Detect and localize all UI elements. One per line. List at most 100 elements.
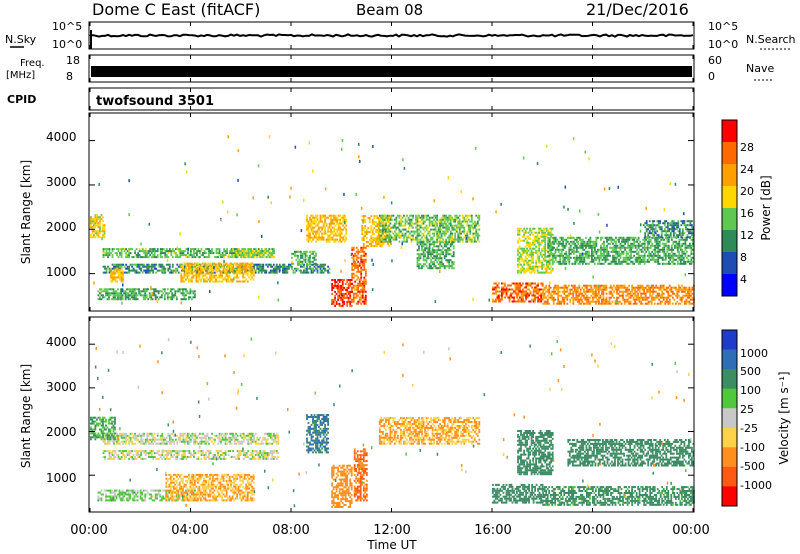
heatmap-cell bbox=[583, 296, 585, 299]
heatmap-cell bbox=[641, 298, 644, 301]
heatmap-cell bbox=[600, 236, 602, 239]
heatmap-cell bbox=[207, 278, 210, 281]
heatmap-cell bbox=[90, 224, 92, 227]
heatmap-cell bbox=[120, 265, 123, 268]
heatmap-cell bbox=[595, 286, 597, 289]
heatmap-cell bbox=[425, 238, 428, 241]
heatmap-cell bbox=[215, 266, 217, 269]
heatmap-cell bbox=[573, 288, 576, 291]
heatmap-cell bbox=[360, 282, 363, 285]
heatmap-cell bbox=[451, 267, 454, 270]
heatmap-cell bbox=[542, 229, 545, 232]
heatmap-cell bbox=[554, 290, 557, 293]
heatmap-cell bbox=[640, 296, 642, 299]
heatmap-cell bbox=[334, 240, 337, 243]
heatmap-cell bbox=[647, 288, 650, 291]
heatmap-cell bbox=[400, 224, 402, 227]
heatmap-cell bbox=[634, 236, 637, 239]
heatmap-cell bbox=[144, 250, 147, 253]
heatmap-cell bbox=[467, 238, 470, 241]
heatmap-cell bbox=[362, 239, 365, 241]
heatmap-cell bbox=[446, 224, 449, 227]
heatmap-cell bbox=[562, 256, 565, 259]
heatmap-cell bbox=[330, 236, 332, 239]
heatmap-cell bbox=[657, 258, 660, 261]
heatmap-cell bbox=[117, 292, 119, 295]
heatmap-cell bbox=[648, 256, 651, 259]
heatmap-cell bbox=[217, 248, 219, 251]
heatmap-cell bbox=[371, 233, 374, 236]
heatmap-cell bbox=[416, 218, 419, 221]
heatmap-cell bbox=[627, 242, 629, 245]
heatmap-cell bbox=[504, 290, 506, 293]
heatmap-cell bbox=[345, 236, 348, 239]
heatmap-cell bbox=[630, 254, 632, 257]
heatmap-cell bbox=[445, 253, 448, 256]
heatmap-cell bbox=[431, 247, 434, 250]
heatmap-cell bbox=[516, 294, 518, 297]
heatmap-cell bbox=[144, 265, 147, 268]
heatmap-cell bbox=[597, 254, 599, 257]
heatmap-cell bbox=[434, 257, 437, 260]
heatmap-cell bbox=[448, 226, 451, 229]
heatmap-cell bbox=[377, 233, 380, 236]
heatmap-cell bbox=[619, 254, 622, 257]
heatmap-cell bbox=[354, 254, 357, 257]
heatmap-cell bbox=[574, 258, 577, 261]
heatmap-cell bbox=[218, 248, 221, 251]
heatmap-cell bbox=[547, 240, 550, 243]
heatmap-cell bbox=[313, 254, 316, 257]
heatmap-cell bbox=[380, 225, 383, 228]
heatmap-cell bbox=[572, 250, 575, 253]
heatmap-cell bbox=[430, 243, 432, 246]
heatmap-cell bbox=[252, 252, 255, 255]
heatmap-cell bbox=[251, 267, 254, 270]
heatmap-cell bbox=[253, 252, 256, 255]
heatmap-cell bbox=[455, 218, 458, 221]
heatmap-cell bbox=[300, 271, 302, 274]
heatmap-cell bbox=[106, 294, 109, 297]
heatmap-cell bbox=[427, 230, 429, 233]
heatmap-cell bbox=[440, 259, 443, 262]
heatmap-cell bbox=[587, 302, 590, 305]
heatmap-cell bbox=[361, 292, 364, 295]
heatmap-cell bbox=[517, 263, 519, 266]
heatmap-cell bbox=[607, 258, 610, 261]
heatmap-cell bbox=[607, 236, 610, 239]
heatmap-cell bbox=[103, 296, 106, 299]
heatmap-cell bbox=[188, 296, 190, 299]
heatmap-cell bbox=[527, 249, 530, 252]
heatmap-cell bbox=[401, 232, 404, 235]
heatmap-cell bbox=[592, 246, 595, 249]
heatmap-cell bbox=[102, 216, 104, 219]
heatmap-cell bbox=[627, 244, 629, 247]
heatmap-cell bbox=[347, 290, 350, 293]
heatmap-cell bbox=[207, 266, 210, 269]
heatmap-cell bbox=[646, 240, 649, 243]
heatmap-cell bbox=[602, 286, 605, 289]
heatmap-cell bbox=[463, 218, 466, 221]
heatmap-cell bbox=[306, 262, 308, 265]
heatmap-cell bbox=[635, 290, 638, 293]
heatmap-cell bbox=[437, 259, 440, 262]
heatmap-cell bbox=[90, 222, 92, 225]
heatmap-cell bbox=[114, 298, 116, 301]
heatmap-cell bbox=[183, 274, 186, 277]
heatmap-cell bbox=[132, 298, 134, 301]
heatmap-cell bbox=[428, 249, 431, 252]
heatmap-cell bbox=[526, 257, 528, 260]
heatmap-cell bbox=[553, 246, 556, 249]
heatmap-cell bbox=[316, 230, 319, 233]
heatmap-cell bbox=[651, 250, 654, 253]
heatmap-cell bbox=[523, 271, 525, 274]
heatmap-cell bbox=[128, 271, 130, 274]
heatmap-cell bbox=[670, 290, 673, 293]
heatmap-cell bbox=[282, 265, 284, 268]
heatmap-cell bbox=[492, 288, 494, 291]
heatmap-cell bbox=[119, 268, 121, 271]
heatmap-cell bbox=[641, 286, 644, 289]
heatmap-cell bbox=[374, 243, 377, 245]
heatmap-cell bbox=[360, 272, 363, 275]
heatmap-cell bbox=[172, 296, 175, 299]
heatmap-cell bbox=[619, 290, 621, 293]
